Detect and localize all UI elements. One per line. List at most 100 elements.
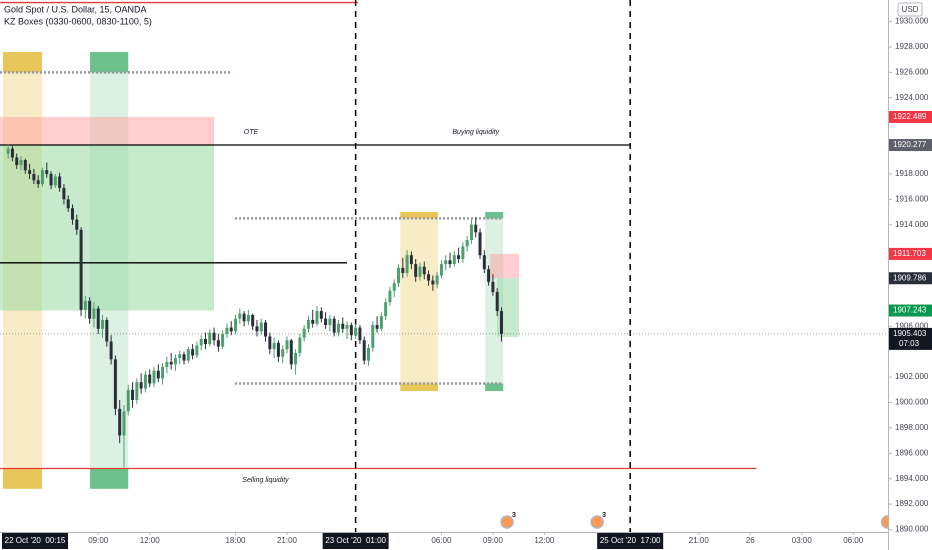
candle-body [221, 333, 225, 347]
candle-body [208, 332, 212, 345]
currency-label: USD [902, 5, 919, 14]
candle-body [418, 266, 422, 277]
candle-body [302, 328, 306, 338]
candle-body [341, 323, 345, 329]
y-tick-label: 1914.000 [895, 220, 929, 229]
annotation: OTE [244, 129, 259, 136]
candle-body [379, 316, 383, 329]
candle-body [191, 349, 195, 356]
y-tick-label: 1928.000 [895, 42, 929, 51]
candle-body [397, 267, 401, 284]
candle-body [152, 370, 156, 384]
x-tick-label: 21:00 [277, 536, 298, 545]
y-tick-label: 1918.000 [895, 169, 929, 178]
x-tick-label: 06:00 [843, 536, 864, 545]
candle-body [457, 255, 461, 260]
candle-body [216, 340, 220, 347]
candle-body [358, 327, 362, 341]
candle-body [427, 274, 431, 281]
candle-body [246, 314, 250, 322]
last-price-label: 1905.403 [893, 329, 927, 338]
x-tick-label: 09:00 [483, 536, 504, 545]
candle-body [96, 308, 100, 329]
zone [490, 253, 520, 279]
candle-body [324, 318, 328, 326]
price-badge [889, 110, 932, 123]
candle-body [251, 314, 255, 327]
y-tick-label: 1896.000 [895, 448, 929, 457]
x-tick-label: 18:00 [225, 536, 246, 545]
candle-body [474, 224, 478, 233]
candle-body [384, 302, 388, 317]
y-tick-label: 1926.000 [895, 67, 929, 76]
candle-body [482, 255, 486, 270]
y-tick-label: 1924.000 [895, 93, 929, 102]
y-tick-label: 1892.000 [895, 499, 929, 508]
price-badge-label: 1911.703 [893, 249, 926, 258]
price-badge-label: 1920.277 [893, 140, 927, 149]
candle-body [186, 349, 190, 361]
candle-body [469, 224, 473, 240]
y-tick-label: 1900.000 [895, 398, 929, 407]
candle-body [281, 349, 285, 357]
session-marker [485, 212, 504, 219]
candle-body [10, 148, 14, 158]
time-badge [2, 533, 68, 549]
candle-body [15, 157, 19, 166]
session-marker [400, 212, 438, 219]
price-badge-label: 1907.243 [893, 306, 927, 315]
candle-body [336, 323, 340, 333]
candle-body [19, 159, 23, 166]
candle-body [126, 389, 130, 412]
session-marker [3, 52, 43, 73]
annotation: Selling liquidity [242, 477, 289, 484]
y-tick-label: 1906.000 [895, 321, 929, 330]
candle-body [156, 370, 160, 379]
candle-body [311, 319, 315, 324]
candle-body [139, 382, 143, 389]
candle-body [53, 176, 57, 186]
candle-body [294, 352, 298, 365]
candle-body [173, 358, 177, 365]
session-marker [485, 383, 504, 392]
candle-body [448, 260, 452, 265]
candle-body [165, 361, 169, 367]
candle-body [414, 264, 418, 277]
candle-body [66, 199, 70, 209]
candle-body [268, 336, 272, 350]
time-badge [322, 533, 389, 549]
candle-body [435, 275, 439, 285]
candle-body [242, 313, 246, 322]
annotation: Buying liquidity [452, 129, 499, 136]
candle-body [319, 311, 323, 319]
candle-body [36, 180, 40, 185]
candle-body [375, 325, 379, 329]
countdown-label: 07:03 [899, 339, 920, 348]
candle-body [135, 382, 139, 400]
x-tick-label: 26 [746, 536, 755, 545]
y-tick-label: 1916.000 [895, 194, 929, 203]
candle-body [199, 339, 203, 346]
candle-body [422, 266, 426, 275]
candle-body [371, 325, 375, 348]
candle-body [452, 255, 456, 265]
candle-body [161, 366, 165, 379]
price-badge [889, 272, 932, 285]
session-marker [400, 383, 438, 392]
candle-body [276, 342, 280, 357]
candle-body [491, 281, 495, 293]
candle-body [118, 408, 122, 436]
indicator-label: KZ Boxes (0330-0600, 0830-1100, 5) [4, 16, 152, 26]
time-badge-label: 25 Oct '20 17:00 [600, 536, 661, 545]
candle-body [495, 292, 499, 312]
candle-body [264, 322, 268, 337]
session-marker [90, 468, 129, 489]
candle-body [478, 232, 482, 256]
candle-body [23, 159, 27, 171]
candle-body [195, 345, 199, 356]
candle-body [349, 325, 353, 336]
price-badge-label: 1909.786 [893, 273, 927, 282]
candle-body [439, 264, 443, 276]
zone [0, 116, 215, 146]
candle-body [203, 339, 207, 345]
